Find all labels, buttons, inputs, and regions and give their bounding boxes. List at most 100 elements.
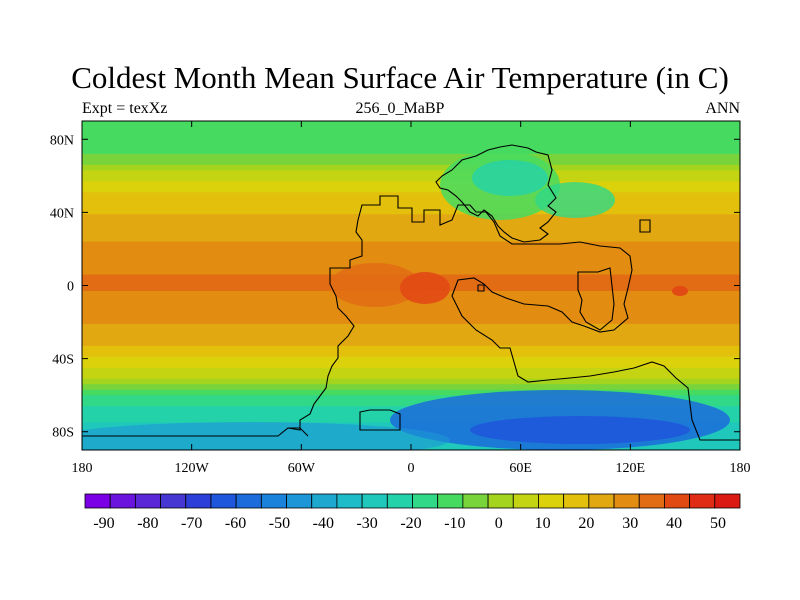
x-tick-label: 120W [175,461,210,476]
latitude-band [82,258,740,265]
colorbar-label: -40 [313,515,334,532]
colorbar-box [361,493,388,509]
colorbar-label: -30 [356,515,377,532]
latitude-band [82,367,740,374]
axes: 180 120W 60W 0 60E 120E 180 80N 40N 0 40S 80S [50,121,751,476]
asia-cold [535,182,615,218]
latitude-band [82,241,740,248]
latitude-band [82,137,740,144]
hot-spot-east [672,286,688,296]
latitude-band [82,340,740,347]
latitude-band [82,263,740,270]
colorbar-label: -20 [400,515,421,532]
latitude-band [82,170,740,177]
hot-core-west [330,263,420,307]
colorbar-box [210,493,237,509]
latitude-band [82,373,740,380]
period-label: 256_0_MaBP [355,100,445,117]
latitude-band [82,400,740,407]
colorbar-labels: -90 -80 -70 -60 -50 -40 -30 -20 -10 0 10 20 30 40 50 [93,515,726,532]
colorbar-box [311,493,338,509]
colorbar-box [588,493,615,509]
y-tick-label: 80S [52,426,74,441]
colorbar-box [563,493,590,509]
colorbar-label: 40 [666,515,682,532]
y-tick-label: 0 [67,280,74,295]
latitude-band [82,131,740,139]
colorbar-box [638,493,665,509]
colorbar-boxes [84,493,741,509]
colorbar-box [487,493,514,509]
colorbar-label: 30 [622,515,638,532]
latitude-band [82,214,740,221]
colorbar-box [462,493,489,509]
inland-sea-outline [577,267,615,331]
season-label: ANN [705,100,740,117]
coastlines [82,144,740,450]
latitude-band [82,159,740,166]
colorbar-label: -60 [225,515,246,532]
colorbar-box [160,493,187,509]
x-tick-label: 60E [509,461,532,476]
colorbar-box [538,493,565,509]
map-title: Coldest Month Mean Surface Air Temperatu… [71,60,729,95]
pangaea-coastline [435,144,557,243]
colorbar-box [412,493,439,509]
latitude-band [82,312,740,319]
latitude-band [82,356,740,363]
colorbar-box [286,493,313,509]
latitude-band [82,318,740,325]
colorbar-label: 10 [535,515,551,532]
latitude-band [82,307,740,314]
colorbar-box [260,493,287,509]
latitude-band [82,126,740,133]
latitude-band [82,236,740,243]
latitude-band [82,301,740,309]
latitude-band [82,219,740,226]
latitude-band [82,362,740,369]
colorbar-box [386,493,413,509]
latitude-band [82,395,740,402]
colorbar-box [512,493,539,509]
latitude-band [82,175,740,182]
colorbar-label: 50 [710,515,726,532]
latitude-band [82,345,740,352]
colorbar-box [613,493,640,509]
colorbar-box [84,493,111,509]
colorbar-label: -10 [444,515,465,532]
colorbar-label: -90 [93,515,114,532]
x-tick-label: 180 [730,461,751,476]
north-polar-cold-core [472,160,548,196]
southern-land-coldest [470,416,690,444]
latitude-band [82,329,740,336]
colorbar-label: 0 [495,515,503,532]
colorbar-box [235,493,262,509]
latitude-band [82,252,740,259]
latitude-band [82,225,740,232]
x-tick-label: 120E [616,461,646,476]
latitude-band [82,323,740,330]
colorbar-label: 20 [578,515,594,532]
latitude-band [82,164,740,171]
equatorial-island-outline [477,284,485,292]
latitude-band [82,389,740,396]
hot-core-center [400,272,450,304]
y-tick-label: 40S [52,353,74,368]
latitude-band [82,203,740,210]
latitude-band [82,197,740,204]
x-tick-label: 60W [288,461,316,476]
experiment-label: Expt = texXz [82,100,168,117]
latitude-band [82,208,740,215]
colorbar-box [714,493,741,509]
colorbar-box [109,493,136,509]
latitude-band [82,153,740,160]
colorbar-label: -50 [269,515,290,532]
colorbar-label: -80 [137,515,158,532]
latitude-band [82,334,740,341]
y-tick-label: 80N [50,133,74,148]
y-tick-label: 40N [50,206,74,221]
colorbar-box [689,493,716,509]
latitude-band [82,351,740,358]
